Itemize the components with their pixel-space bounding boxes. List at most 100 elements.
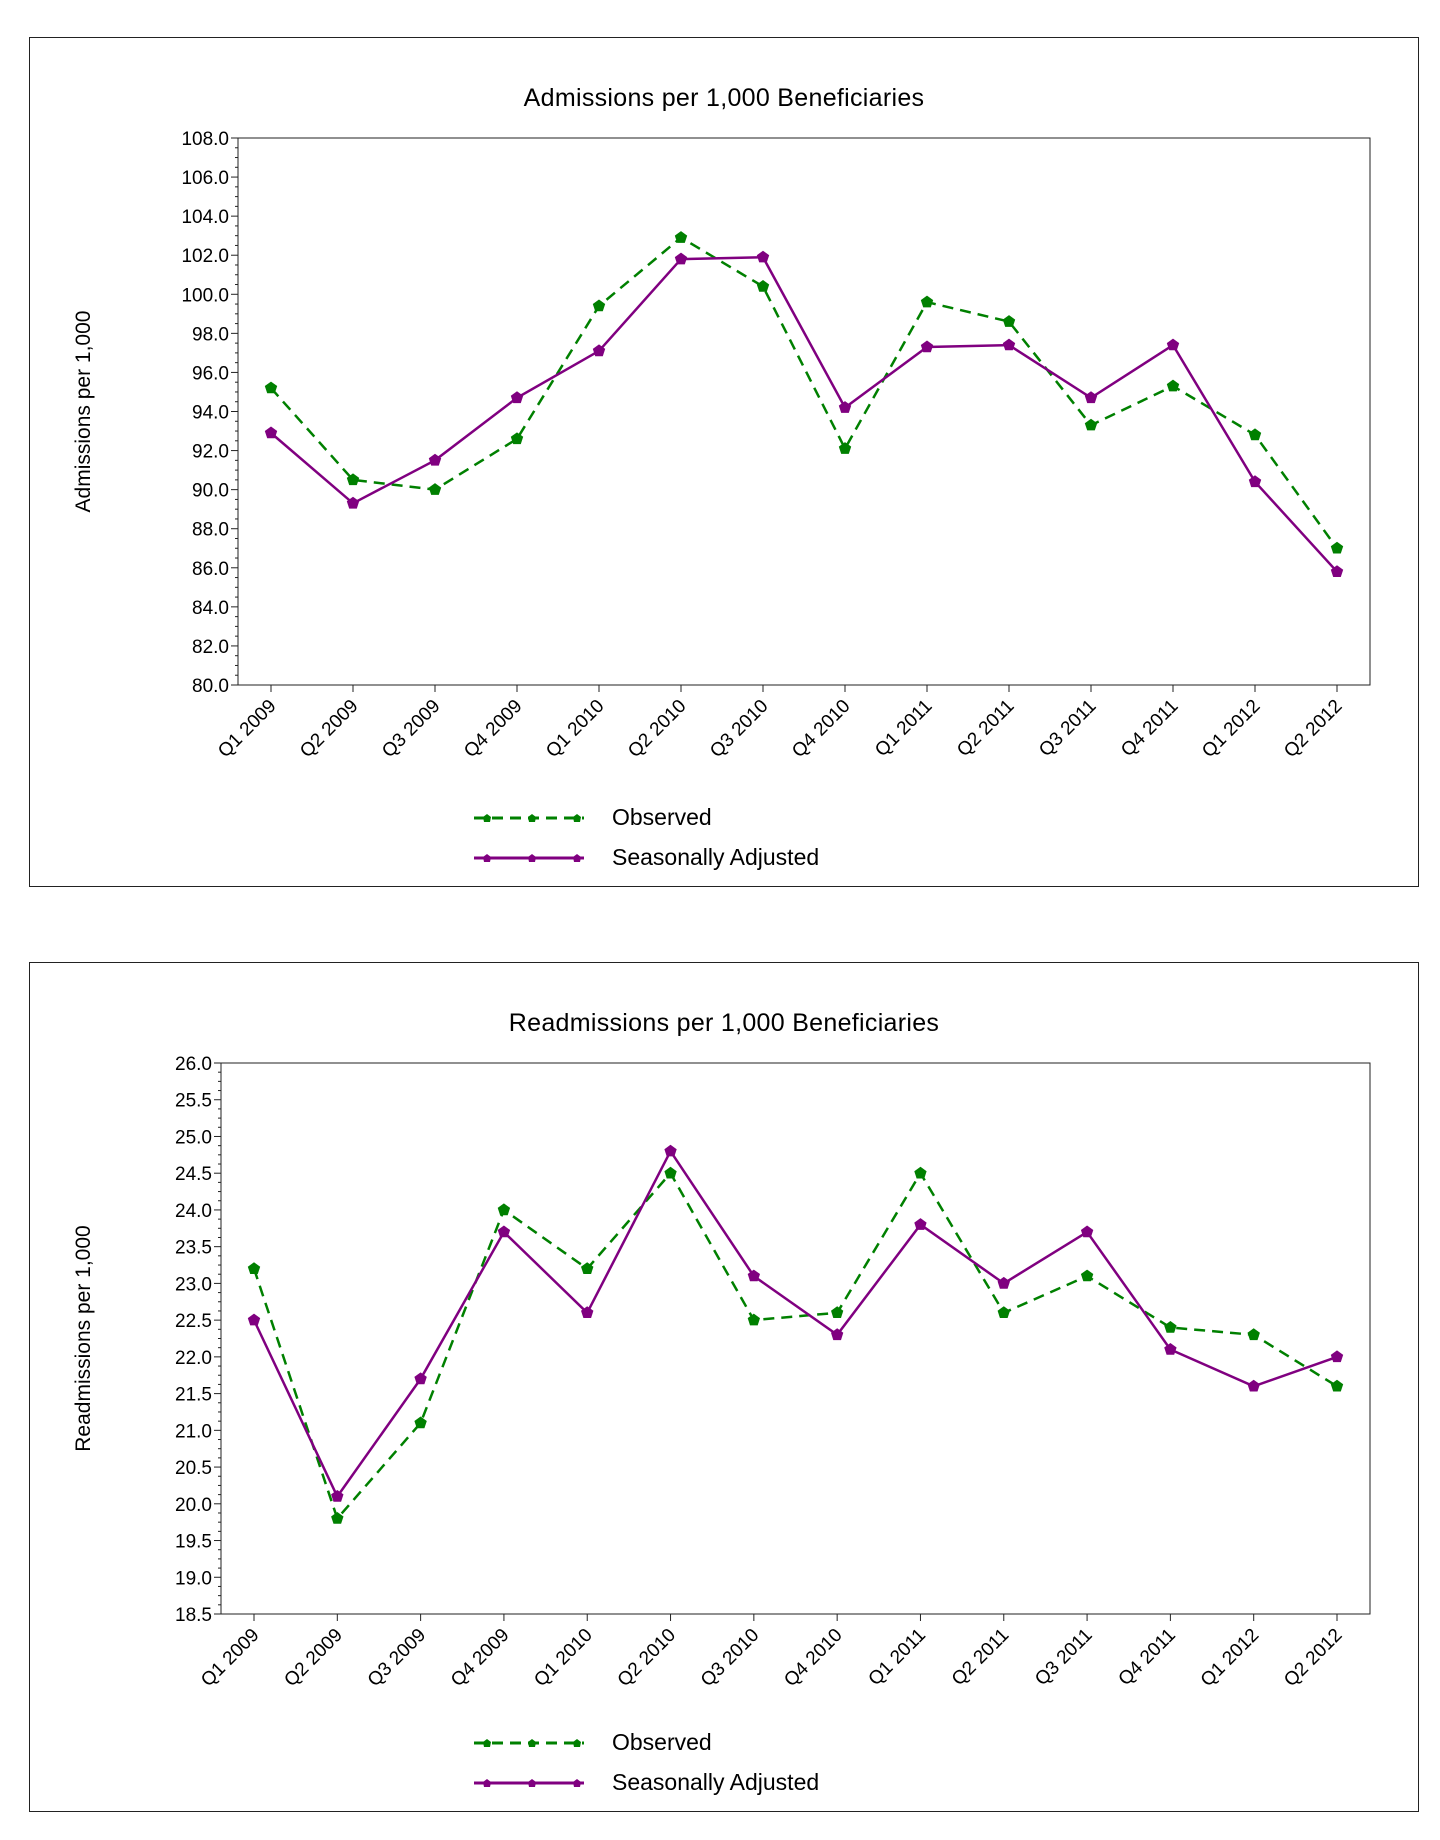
data-point-observed xyxy=(664,1166,677,1179)
data-point-observed xyxy=(247,1262,261,1274)
chart-title: Readmissions per 1,000 Beneficiaries xyxy=(508,1009,940,1037)
y-tick-label: 21.5 xyxy=(175,1385,212,1406)
x-tick-label: Q2 2009 xyxy=(280,1625,346,1691)
y-axis-title: Admissions per 1,000 xyxy=(72,311,95,513)
legend-swatch-seasonally-adjusted xyxy=(474,854,584,862)
data-point-observed xyxy=(1330,1379,1344,1392)
legend-swatch-seasonally-adjusted xyxy=(474,1779,584,1787)
series-line-observed xyxy=(270,236,1339,550)
data-point-observed xyxy=(914,1166,927,1179)
chart-title: Admissions per 1,000 Beneficiaries xyxy=(523,84,925,112)
y-tick-label: 25.5 xyxy=(175,1091,212,1112)
x-tick-label: Q3 2010 xyxy=(697,1625,763,1691)
data-point-observed xyxy=(747,1313,760,1326)
y-tick-label: 23.5 xyxy=(175,1238,212,1259)
data-point-observed xyxy=(831,1306,844,1318)
data-point-observed xyxy=(1330,541,1344,554)
y-tick-label: 88.0 xyxy=(192,520,229,541)
data-point-observed xyxy=(1084,418,1098,431)
x-tick-label: Q1 2011 xyxy=(871,696,936,761)
data-point-observed xyxy=(1002,315,1016,327)
legend-swatch-observed xyxy=(474,814,584,822)
data-point-seasonally-adjusted xyxy=(497,1225,511,1238)
x-tick-label: Q1 2011 xyxy=(865,1625,930,1690)
data-point-seasonally-adjusted xyxy=(592,344,606,357)
data-point-observed xyxy=(756,280,770,292)
legend-label-seasonally-adjusted: Seasonally Adjusted xyxy=(612,1769,820,1795)
x-tick-label: Q3 2009 xyxy=(378,696,444,762)
x-tick-label: Q3 2010 xyxy=(706,696,772,762)
data-point-observed xyxy=(920,295,934,308)
data-point-seasonally-adjusted xyxy=(831,1328,844,1341)
data-point-observed xyxy=(497,1203,511,1216)
data-point-seasonally-adjusted xyxy=(1330,565,1344,577)
y-tick-label: 20.5 xyxy=(175,1458,212,1479)
legend-label-seasonally-adjusted: Seasonally Adjusted xyxy=(612,844,820,870)
data-point-seasonally-adjusted xyxy=(756,250,770,263)
x-tick-label: Q4 2011 xyxy=(1117,696,1182,761)
legend: Observed Seasonally Adjusted xyxy=(442,1723,962,1813)
legend: Observed Seasonally Adjusted xyxy=(442,798,962,888)
x-tick-label: Q1 2010 xyxy=(542,696,608,762)
x-tick-label: Q4 2009 xyxy=(460,696,526,762)
admissions-chart-panel: Admissions per 1,000 Beneficiaries 80.0 8… xyxy=(29,37,1419,887)
legend-item-observed: Observed xyxy=(442,1723,962,1763)
readmissions-plot: 18.5 19.0 19.5 20.0 20.5 21.0 21.5 22.0 22.5 23.0… xyxy=(72,1054,1371,1691)
plot-area xyxy=(220,1062,1371,1615)
data-point-observed xyxy=(592,299,606,312)
y-tick-label: 19.5 xyxy=(175,1532,212,1553)
data-point-seasonally-adjusted xyxy=(1166,338,1180,351)
y-tick-label: 82.0 xyxy=(192,637,229,658)
legend-swatch-observed xyxy=(474,1739,584,1747)
series-line-seasonally-adjusted xyxy=(270,255,1338,573)
data-point-observed xyxy=(1248,428,1262,441)
y-axis-title: Readmissions per 1,000 xyxy=(72,1225,95,1451)
plot-area xyxy=(237,137,1371,686)
data-point-observed xyxy=(581,1262,594,1274)
data-point-seasonally-adjusted xyxy=(920,340,934,353)
data-point-observed xyxy=(1166,379,1180,392)
data-point-seasonally-adjusted xyxy=(1002,338,1016,351)
data-point-seasonally-adjusted xyxy=(1247,1379,1260,1392)
data-point-seasonally-adjusted xyxy=(1080,1225,1094,1238)
legend-label-observed: Observed xyxy=(612,1729,712,1755)
y-tick-label: 25.0 xyxy=(175,1127,212,1148)
x-tick-label: Q2 2011 xyxy=(953,696,1018,761)
y-tick-label: 22.5 xyxy=(175,1311,212,1332)
y-tick-label: 19.0 xyxy=(175,1568,212,1589)
data-point-seasonally-adjusted xyxy=(1248,475,1262,488)
data-point-seasonally-adjusted xyxy=(914,1218,927,1230)
data-point-seasonally-adjusted xyxy=(346,496,360,509)
x-tick-label: Q2 2010 xyxy=(624,696,690,762)
data-point-observed xyxy=(346,473,360,486)
data-point-seasonally-adjusted xyxy=(247,1313,261,1326)
x-tick-label: Q2 2009 xyxy=(296,696,362,762)
x-tick-label: Q2 2012 xyxy=(1280,696,1346,762)
legend-label-observed: Observed xyxy=(612,804,712,830)
x-tick-label: Q2 2011 xyxy=(948,1625,1013,1690)
data-point-seasonally-adjusted xyxy=(664,1144,677,1157)
y-tick-label: 84.0 xyxy=(192,598,229,619)
y-tick-label: 98.0 xyxy=(192,324,229,345)
y-tick-label: 108.0 xyxy=(181,129,229,150)
y-tick-label: 86.0 xyxy=(192,559,229,580)
data-point-observed xyxy=(510,432,524,445)
x-tick-label: Q1 2012 xyxy=(1197,1625,1263,1691)
data-point-seasonally-adjusted xyxy=(414,1372,427,1385)
data-point-seasonally-adjusted xyxy=(838,401,852,413)
data-point-observed xyxy=(331,1512,344,1524)
x-tick-label: Q2 2010 xyxy=(614,1625,680,1691)
data-point-observed xyxy=(428,483,442,495)
y-tick-label: 104.0 xyxy=(181,207,229,228)
data-point-seasonally-adjusted xyxy=(1084,391,1098,404)
x-tick-label: Q4 2011 xyxy=(1115,1625,1180,1690)
y-tick-label: 20.0 xyxy=(175,1495,212,1516)
data-point-observed xyxy=(674,231,688,243)
data-point-seasonally-adjusted xyxy=(428,453,442,466)
x-tick-label: Q1 2009 xyxy=(214,696,280,762)
data-point-seasonally-adjusted xyxy=(1164,1343,1177,1355)
series-line-observed xyxy=(252,1170,1338,1521)
y-tick-label: 21.0 xyxy=(175,1421,212,1442)
x-tick-label: Q3 2009 xyxy=(364,1625,430,1691)
data-point-observed xyxy=(1080,1269,1094,1282)
